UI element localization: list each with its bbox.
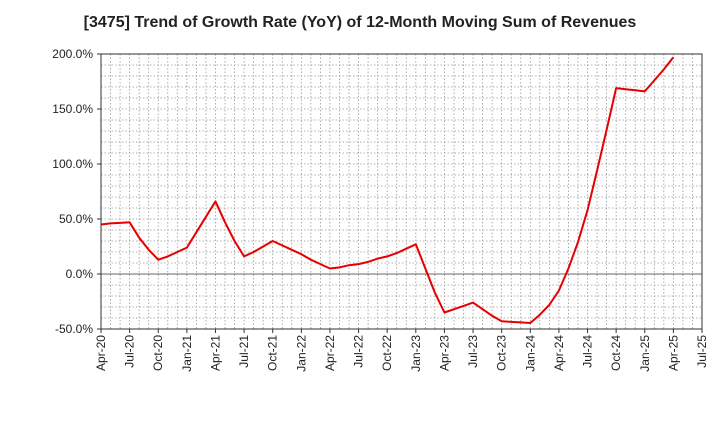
x-tick-label: Oct-23 xyxy=(495,335,509,371)
series-layer xyxy=(100,56,675,324)
x-tick-label: Oct-22 xyxy=(380,335,394,371)
y-tick-label: 150.0% xyxy=(52,102,93,116)
x-tick-label: Apr-20 xyxy=(94,335,108,371)
x-tick-label: Jul-24 xyxy=(581,335,595,368)
plot-border xyxy=(100,53,703,330)
x-tick-label: Apr-21 xyxy=(208,335,222,371)
x-tick-label: Jul-23 xyxy=(466,335,480,368)
x-tick-label: Jan-23 xyxy=(409,335,423,372)
x-tick-label: Jan-24 xyxy=(523,335,537,372)
y-tick-label: 50.0% xyxy=(59,212,93,226)
tick-labels: 200.0% 150.0% 100.0% 50.0% 0.0% -50.0%Apr-20 J… xyxy=(52,47,709,372)
y-tick-label: 200.0% xyxy=(52,47,93,61)
x-tick-label: Apr-25 xyxy=(666,335,680,371)
axes xyxy=(97,53,703,333)
x-tick-label: Apr-22 xyxy=(323,335,337,371)
x-tick-label: Jan-25 xyxy=(638,335,652,372)
x-tick-label: Apr-23 xyxy=(437,335,451,371)
x-tick-label: Jan-22 xyxy=(294,335,308,372)
x-tick-label: Jul-22 xyxy=(352,335,366,368)
x-tick-label: Jan-21 xyxy=(180,335,194,372)
x-tick-label: Apr-24 xyxy=(552,335,566,371)
plot-area xyxy=(101,54,702,329)
y-tick-label: -50.0% xyxy=(55,322,93,336)
series-line xyxy=(100,56,675,324)
x-tick-label: Jul-21 xyxy=(237,335,251,368)
x-tick-label: Oct-24 xyxy=(609,335,623,371)
x-tick-label: Jul-20 xyxy=(123,335,137,368)
x-tick-label: Oct-21 xyxy=(266,335,280,371)
x-tick-label: Jul-25 xyxy=(695,335,709,368)
y-tick-label: 0.0% xyxy=(66,267,94,281)
grid-lines xyxy=(101,54,702,329)
y-tick-label: 100.0% xyxy=(52,157,93,171)
x-tick-label: Oct-20 xyxy=(151,335,165,371)
chart-title: [3475] Trend of Growth Rate (YoY) of 12-… xyxy=(83,14,637,31)
